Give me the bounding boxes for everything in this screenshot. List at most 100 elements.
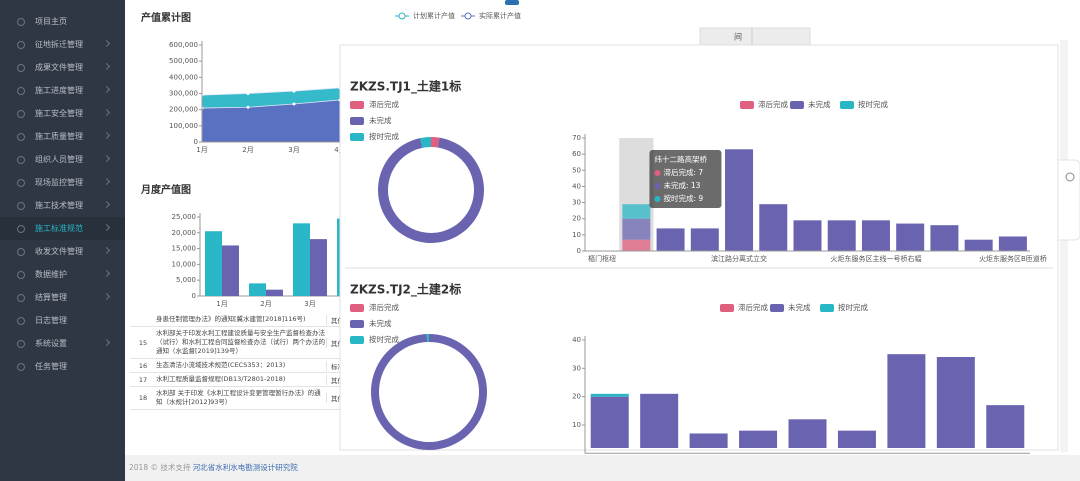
bar-segment bbox=[793, 220, 822, 251]
bar-segment bbox=[837, 430, 876, 448]
y-tick-label: 5,000 bbox=[176, 276, 196, 284]
legend-label: 滞后完成 bbox=[369, 302, 399, 312]
menu-item[interactable]: 征地拆迁管理 bbox=[0, 33, 125, 56]
legend-label: 滞后完成 bbox=[738, 302, 768, 312]
y-tick-label: 70 bbox=[572, 134, 581, 142]
bar bbox=[205, 231, 222, 296]
menu-item[interactable]: 施工安全管理 bbox=[0, 102, 125, 125]
tooltip-dot bbox=[654, 183, 661, 189]
legend-label: 未完成 bbox=[369, 115, 392, 125]
menu-icon bbox=[17, 86, 25, 95]
menu-item[interactable]: 系统设置 bbox=[0, 332, 125, 355]
menu-item[interactable]: 任务管理 bbox=[0, 355, 125, 378]
row-number: 18 bbox=[138, 394, 148, 402]
bar-segment bbox=[827, 220, 856, 251]
refresh-icon[interactable] bbox=[1065, 172, 1075, 182]
menu-item[interactable]: 结算管理 bbox=[0, 286, 125, 309]
menu-item[interactable]: 收发文件管理 bbox=[0, 240, 125, 263]
bar-segment bbox=[689, 433, 728, 448]
footer-link[interactable]: 河北省水利水电勘测设计研究院 bbox=[192, 463, 298, 472]
menu-label: 施工质量管理 bbox=[35, 132, 83, 141]
row-type: 其他 bbox=[326, 337, 340, 348]
legend-label: 滞后完成 bbox=[758, 99, 788, 109]
y-tick-label: 100,000 bbox=[169, 122, 198, 130]
tooltip-row: 未完成: 13 bbox=[663, 180, 700, 190]
menu-item[interactable]: 组织人员管理 bbox=[0, 148, 125, 171]
sidebar: 项目主页征地拆迁管理 成果文件管理施工进度管理 施工安全管理施工质量管理 组织人员管理… bbox=[0, 0, 125, 481]
bar bbox=[266, 289, 283, 296]
bar-segment bbox=[788, 419, 827, 448]
row-title: 生态清洁小流域技术规范(CECS353：2013) bbox=[156, 361, 286, 369]
bar-segment bbox=[887, 354, 926, 448]
menu-label: 结算管理 bbox=[35, 293, 67, 302]
legend-swatch bbox=[770, 304, 784, 312]
menu-item[interactable]: 日志管理 bbox=[0, 309, 125, 332]
menu-label: 项目主页 bbox=[35, 17, 67, 26]
row-title: 水利部关于印发水利工程建设质量与安全生产监督检查办法（试行）和水利工程合同监督检… bbox=[156, 329, 325, 355]
y-tick-label: 40 bbox=[572, 182, 581, 190]
legend-label: 实际累计产值 bbox=[479, 11, 521, 20]
menu-label: 组织人员管理 bbox=[35, 155, 83, 164]
menu-icon bbox=[17, 63, 25, 72]
y-tick-label: 50 bbox=[572, 166, 581, 174]
bar-group bbox=[622, 149, 1027, 251]
menu-icon bbox=[17, 40, 25, 49]
legend-swatch bbox=[350, 336, 364, 344]
bar-segment bbox=[590, 393, 629, 397]
bar-group bbox=[590, 354, 1025, 448]
bar-segment bbox=[936, 356, 975, 448]
legend-icon bbox=[398, 12, 406, 20]
menu-item[interactable]: 施工技术管理 bbox=[0, 194, 125, 217]
y-tick-label: 25,000 bbox=[172, 213, 197, 221]
bar-segment bbox=[930, 225, 959, 251]
y-tick-label: 30 bbox=[572, 364, 581, 372]
legend-swatch bbox=[840, 101, 854, 109]
y-tick-label: 10 bbox=[572, 421, 581, 429]
menu-label: 数据维护 bbox=[35, 270, 67, 279]
row-title: 身患任制管理办法》的通知[冀水建管[2018]116号) bbox=[156, 315, 306, 323]
bar-segment bbox=[759, 204, 788, 251]
menu-icon bbox=[17, 316, 25, 325]
row-type: 其他 bbox=[326, 374, 340, 385]
bar-segment bbox=[986, 405, 1025, 448]
point bbox=[292, 89, 296, 93]
menu-label: 施工技术管理 bbox=[35, 201, 83, 210]
legend-swatch bbox=[350, 117, 364, 125]
legend-label: 按时完成 bbox=[369, 334, 399, 344]
legend-label: 按时完成 bbox=[838, 302, 868, 312]
menu-icon bbox=[17, 109, 25, 118]
menu-item[interactable]: 成果文件管理 bbox=[0, 56, 125, 79]
menu-label: 收发文件管理 bbox=[35, 247, 83, 256]
menu-label: 系统设置 bbox=[35, 339, 67, 348]
menu-label: 征地拆迁管理 bbox=[35, 40, 83, 49]
y-tick-label: 0 bbox=[577, 247, 581, 255]
legend-swatch bbox=[350, 320, 364, 328]
table-row: 18 水利部 关于印发《水利工程设计变更管理暂行办法》的通知（水规计[2012]9… bbox=[130, 387, 340, 410]
legend-label: 未完成 bbox=[788, 302, 811, 312]
bar-segment bbox=[622, 204, 651, 219]
menu-item[interactable]: 施工进度管理 bbox=[0, 79, 125, 102]
row-title: 水利部 关于印发《水利工程设计变更管理暂行办法》的通知（水规计[2012]93号… bbox=[156, 389, 321, 406]
legend-label: 未完成 bbox=[369, 318, 392, 328]
menu-label: 成果文件管理 bbox=[35, 63, 83, 72]
menu-icon bbox=[17, 155, 25, 164]
y-tick-label: 500,000 bbox=[169, 57, 198, 65]
menu-item[interactable]: 施工质量管理 bbox=[0, 125, 125, 148]
menu-item[interactable]: 数据维护 bbox=[0, 263, 125, 286]
y-tick-label: 10,000 bbox=[172, 260, 197, 268]
bar-segment bbox=[640, 393, 679, 448]
menu-item[interactable]: 项目主页 bbox=[0, 10, 125, 33]
y-tick-label: 20 bbox=[572, 393, 581, 401]
legend-swatch bbox=[740, 101, 754, 109]
x-tick-label: 火炬东服务区主线一号桥右幅 bbox=[830, 254, 921, 263]
x-tick-label: 樞门枢纽 bbox=[588, 254, 616, 263]
menu-icon bbox=[17, 247, 25, 256]
menu-item[interactable]: 现场监控管理 bbox=[0, 171, 125, 194]
legend-icon bbox=[464, 12, 472, 20]
menu-item[interactable]: 施工标准规范 bbox=[0, 217, 125, 240]
table-row: 17 水利工程质量监督规程(DB13/T2801-2018) 其他 bbox=[130, 373, 340, 387]
menu-icon bbox=[17, 362, 25, 371]
menu-label: 施工标准规范 bbox=[35, 224, 83, 233]
table-row: 16 生态清洁小流域技术规范(CECS353：2013) 标准 bbox=[130, 359, 340, 373]
